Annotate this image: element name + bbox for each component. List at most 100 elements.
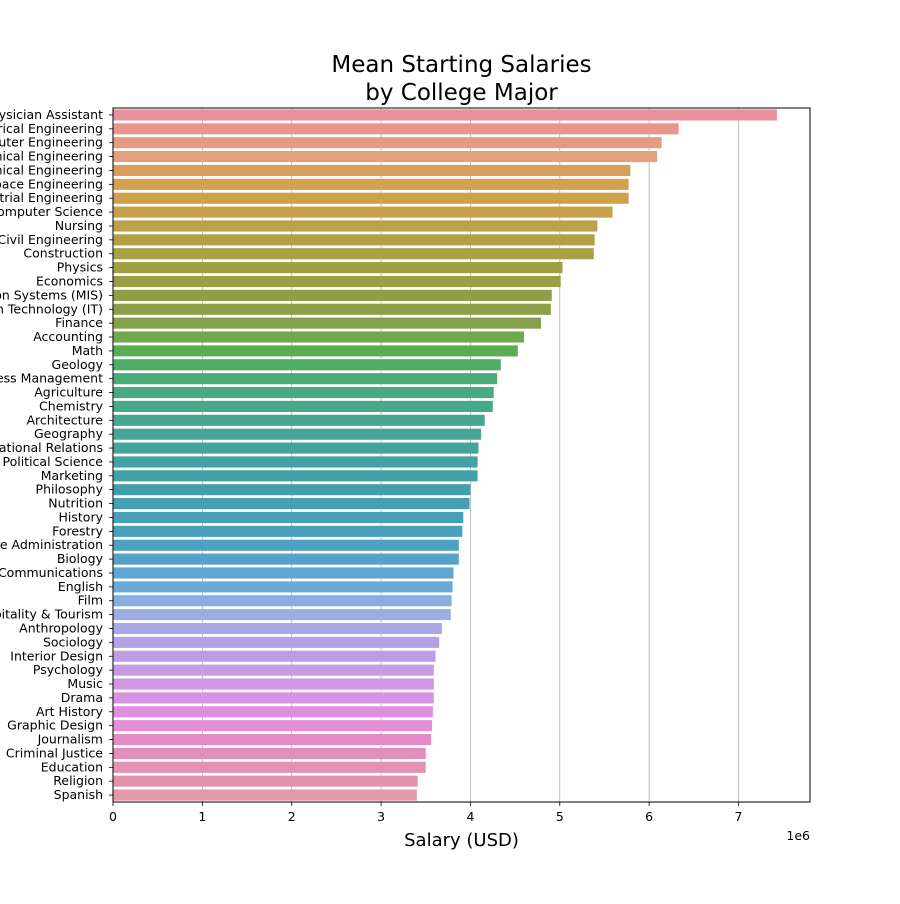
bar-27 [113, 484, 471, 496]
bar-24 [113, 442, 479, 454]
x-tick-label: 4 [466, 809, 474, 824]
bar-37 [113, 622, 442, 635]
bar-5 [113, 178, 629, 190]
x-tick-label: 5 [556, 809, 564, 824]
bar-4 [113, 164, 631, 177]
bar-46 [113, 747, 426, 759]
chart-title-line-2: by College Major [365, 80, 558, 106]
y-tick-label: Computer Engineering [0, 135, 103, 150]
y-tick-label: Drama [61, 690, 103, 705]
y-tick-label: Agriculture [34, 385, 103, 400]
bar-48 [113, 775, 418, 787]
y-tick-label: Communications [0, 565, 103, 580]
bar-15 [113, 317, 542, 329]
bar-20 [113, 386, 494, 399]
bar-17 [113, 345, 518, 357]
x-tick-label: 7 [735, 809, 743, 824]
y-tick-label: Spanish [54, 787, 103, 802]
y-tick-label: Chemistry [39, 398, 104, 413]
bar-38 [113, 636, 440, 648]
y-tick-label: Physician Assistant [0, 107, 103, 122]
y-tick-label: Architecture [26, 412, 103, 427]
bar-1 [113, 123, 679, 135]
y-tick-label: Math [72, 343, 103, 358]
y-tick-label: Health Care Administration [0, 537, 103, 552]
bar-3 [113, 151, 658, 163]
bar-19 [113, 373, 498, 385]
y-tick-label: Industrial Engineering [0, 190, 103, 205]
x-scale-label: 1e6 [786, 828, 810, 843]
y-tick-label: Civil Engineering [0, 232, 103, 247]
y-tick-label: Sociology [43, 634, 104, 649]
y-tick-label: Biology [57, 551, 104, 566]
bar-9 [113, 234, 595, 246]
bar-49 [113, 789, 417, 801]
bar-47 [113, 761, 426, 773]
y-tick-label: Geography [34, 426, 104, 441]
bar-16 [113, 331, 525, 343]
y-tick-label: Business Management [0, 371, 103, 386]
bar-26 [113, 470, 478, 482]
x-tick-label: 0 [109, 809, 117, 824]
bar-44 [113, 720, 433, 732]
y-tick-label: Criminal Justice [6, 745, 103, 760]
y-tick-label: Electrical Engineering [0, 121, 103, 136]
y-tick-label: Forestry [52, 523, 103, 538]
bar-2 [113, 137, 662, 149]
y-tick-label: International Relations [0, 440, 103, 455]
y-tick-label: Information Technology (IT) [0, 301, 103, 316]
y-tick-label: Hospitality & Tourism [0, 607, 103, 622]
bar-14 [113, 303, 551, 315]
bar-36 [113, 609, 451, 621]
bar-8 [113, 220, 598, 232]
y-tick-label: Computer Science [0, 204, 103, 219]
y-tick-label: Aerospace Engineering [0, 176, 103, 191]
y-tick-label: English [58, 579, 103, 594]
y-tick-label: Chemical Engineering [0, 149, 103, 164]
bar-12 [113, 275, 561, 288]
bar-35 [113, 595, 452, 607]
bar-10 [113, 248, 594, 260]
bar-22 [113, 414, 485, 426]
y-tick-label: Graphic Design [7, 718, 103, 733]
y-tick-label: Political Science [3, 454, 104, 469]
bar-33 [113, 567, 454, 579]
x-tick-label: 2 [288, 809, 296, 824]
bar-40 [113, 664, 434, 676]
bar-32 [113, 553, 459, 565]
bar-43 [113, 706, 433, 718]
bar-30 [113, 525, 463, 537]
y-tick-label: Religion [53, 773, 103, 788]
chart-title-line-1: Mean Starting Salaries [331, 52, 591, 78]
y-tick-label: Marketing [41, 468, 103, 483]
y-tick-label: Journalism [37, 732, 103, 747]
bar-25 [113, 456, 478, 468]
bar-34 [113, 581, 453, 593]
y-tick-label: Education [41, 759, 103, 774]
y-tick-label: History [59, 509, 104, 524]
bar-41 [113, 678, 434, 690]
y-tick-label: Physics [57, 260, 103, 275]
y-tick-label: Economics [36, 274, 103, 289]
bar-0 [113, 109, 777, 121]
x-axis-label: Salary (USD) [404, 830, 519, 851]
plot-frame [112, 107, 811, 803]
bar-42 [113, 692, 434, 704]
bar-45 [113, 733, 432, 746]
bar-11 [113, 262, 563, 274]
x-tick-label: 6 [645, 809, 653, 824]
bar-39 [113, 650, 436, 662]
y-tick-label: Accounting [33, 329, 103, 344]
y-tick-label: Geology [52, 357, 104, 372]
bar-13 [113, 289, 552, 301]
y-tick-label: Art History [36, 704, 104, 719]
bar-29 [113, 511, 464, 524]
bar-31 [113, 539, 459, 551]
y-tick-label: Finance [55, 315, 103, 330]
bar-23 [113, 428, 482, 440]
y-tick-label: Mechanical Engineering [0, 162, 103, 177]
y-tick-label: Interior Design [10, 648, 103, 663]
y-tick-label: Anthropology [19, 621, 103, 636]
y-tick-label: Psychology [33, 662, 104, 677]
